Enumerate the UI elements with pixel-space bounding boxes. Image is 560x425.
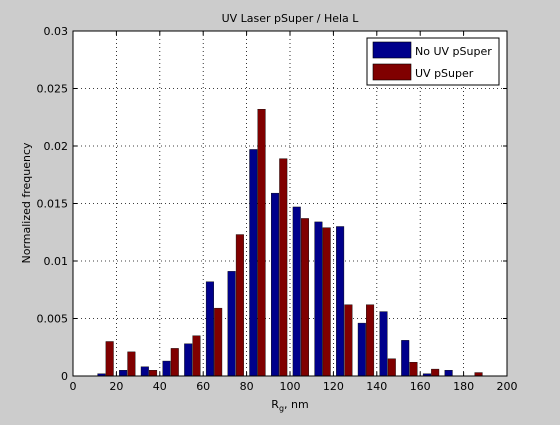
x-tick-label: 200: [497, 380, 518, 393]
bar-uv: [149, 370, 158, 377]
legend: No UV pSuper UV pSuper: [366, 37, 500, 86]
bar-uv: [322, 227, 331, 377]
y-tick-label: 0.025: [37, 83, 69, 96]
x-tick-label: 180: [453, 380, 474, 393]
bar-uv: [235, 234, 244, 377]
x-tick-label: 120: [323, 380, 344, 393]
bar-no-uv: [357, 322, 366, 377]
legend-label-uv: UV pSuper: [415, 67, 474, 80]
x-axis-label-rest: , nm: [284, 398, 309, 411]
bar-no-uv: [162, 360, 171, 377]
y-tick-label: 0.02: [44, 140, 69, 153]
y-tick-label: 0.01: [44, 255, 69, 268]
bar-uv: [474, 372, 483, 377]
y-tick-labels: 0 0.005 0.01 0.015 0.02 0.025 0.03: [37, 25, 69, 383]
bars: [97, 108, 483, 377]
bar-uv: [431, 368, 440, 377]
y-axis-label: Normalized frequency: [20, 142, 33, 264]
x-tick-label: 0: [70, 380, 77, 393]
grid: [73, 31, 507, 376]
bar-uv: [257, 108, 266, 377]
bar-uv: [409, 362, 418, 377]
y-tick-label: 0.005: [37, 313, 69, 326]
x-tick-labels: 0 20 40 60 80 100 120 140 160 180 200: [70, 380, 518, 393]
ticks: [72, 30, 508, 377]
bar-uv: [192, 335, 201, 377]
bar-no-uv: [401, 340, 410, 377]
bar-uv: [344, 304, 353, 377]
bar-uv: [279, 158, 288, 377]
bar-no-uv: [292, 206, 301, 377]
bar-no-uv: [271, 192, 280, 377]
x-tick-label: 160: [410, 380, 431, 393]
bar-no-uv: [249, 149, 258, 377]
bar-no-uv: [184, 343, 193, 377]
bar-no-uv: [379, 311, 388, 377]
x-axis-label-main: R: [271, 398, 279, 411]
bar-no-uv: [205, 281, 214, 377]
y-tick-label: 0.015: [37, 198, 69, 211]
x-tick-label: 100: [280, 380, 301, 393]
bar-no-uv: [314, 221, 323, 377]
bar-no-uv: [140, 366, 149, 377]
x-tick-label: 60: [196, 380, 210, 393]
x-tick-label: 80: [240, 380, 254, 393]
y-tick-label: 0: [61, 370, 68, 383]
bar-uv: [170, 348, 179, 377]
legend-swatch-uv: [372, 63, 412, 81]
bar-uv: [387, 358, 396, 377]
legend-swatch-no-uv: [372, 41, 412, 59]
bar-uv: [105, 341, 114, 377]
x-axis-label: Rg, nm: [271, 398, 308, 413]
chart-title: UV Laser pSuper / Hela L: [222, 12, 360, 25]
bar-uv: [366, 304, 375, 377]
bar-no-uv: [336, 226, 345, 377]
bar-no-uv: [227, 271, 236, 377]
x-tick-label: 40: [153, 380, 167, 393]
bar-uv: [300, 218, 309, 377]
bar-uv: [127, 351, 136, 377]
bar-no-uv: [119, 370, 128, 377]
x-tick-label: 20: [109, 380, 123, 393]
bar-no-uv: [444, 370, 453, 377]
bar-uv: [214, 307, 223, 377]
x-tick-label: 140: [366, 380, 387, 393]
y-tick-label: 0.03: [44, 25, 69, 38]
x-axis-label-sub: g: [279, 404, 284, 413]
legend-label-no-uv: No UV pSuper: [415, 45, 492, 58]
